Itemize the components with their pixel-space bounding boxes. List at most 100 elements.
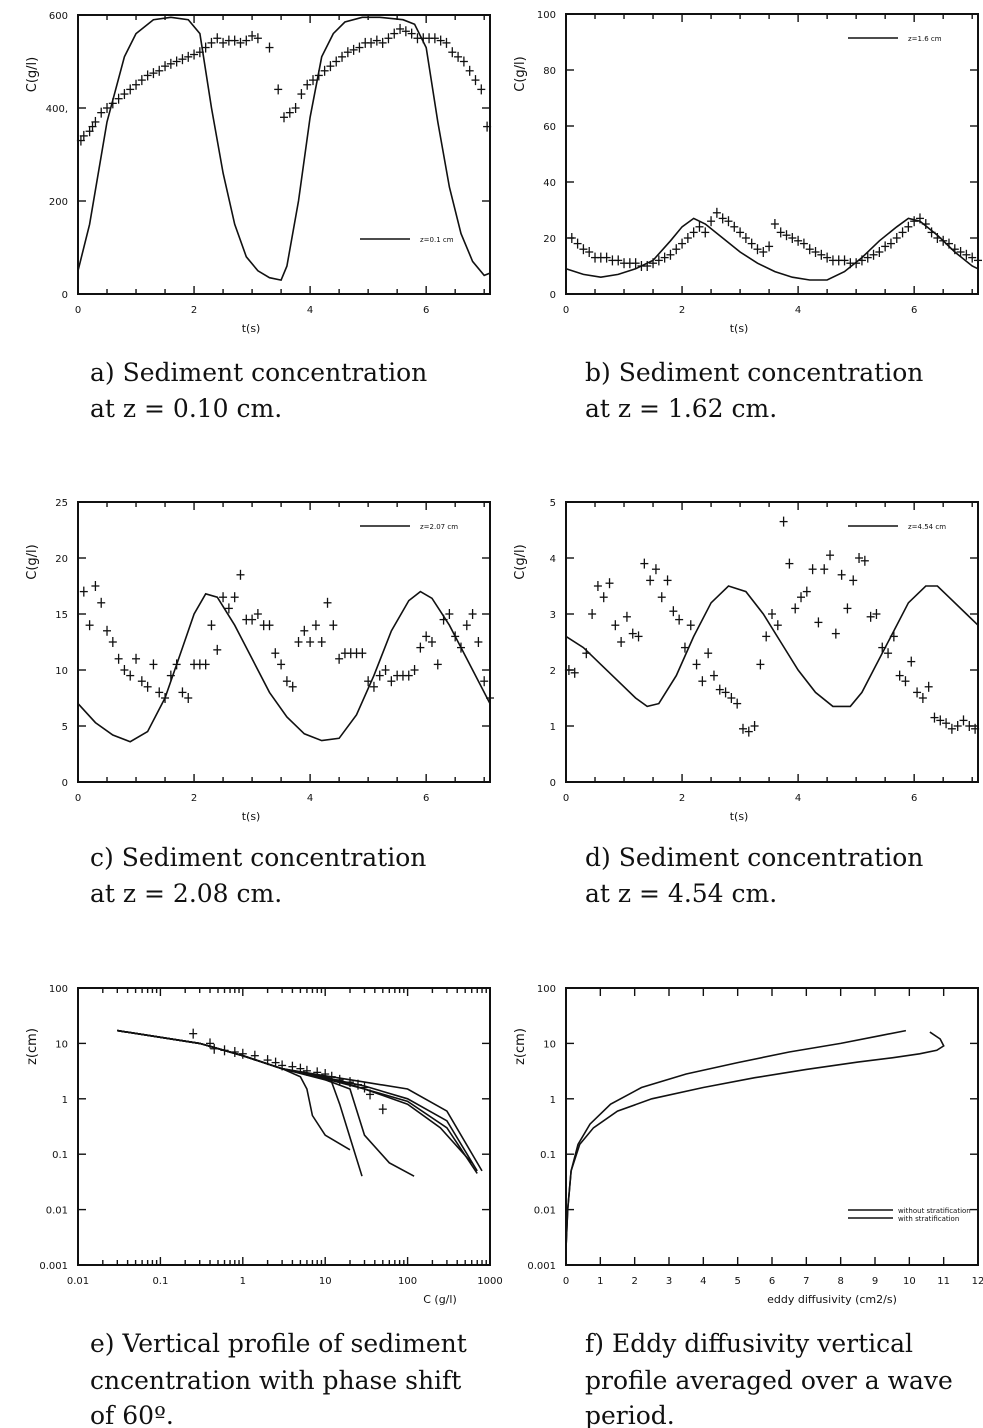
data-point: [727, 693, 736, 703]
data-point: [701, 227, 710, 238]
data-point: [327, 1071, 336, 1082]
data-point: [936, 715, 945, 726]
data-point: [736, 227, 745, 238]
caption-a-line1: a) Sediment concentration: [90, 358, 427, 387]
data-point: [407, 28, 416, 39]
y-tick-label: 0: [62, 290, 68, 301]
data-point: [805, 244, 814, 255]
data-point: [599, 592, 608, 603]
y-axis-title: C(g/l): [513, 544, 528, 579]
data-point: [468, 609, 477, 619]
caption-d-line1: d) Sediment concentration: [585, 843, 923, 872]
data-point: [210, 1043, 219, 1054]
x-tick-label: 1: [597, 1276, 603, 1287]
data-point: [646, 575, 655, 586]
x-axis-title: eddy diffusivity (cm2/s): [767, 1293, 897, 1306]
data-point: [306, 637, 315, 647]
series-line-e-3: [117, 1029, 473, 1164]
data-point: [274, 84, 283, 95]
data-point: [372, 35, 381, 46]
y-tick-label: 0: [62, 778, 68, 789]
data-point: [303, 79, 312, 90]
data-point: [381, 665, 390, 675]
x-tick-label: 4: [307, 305, 313, 316]
data-point: [172, 659, 181, 670]
data-point: [454, 51, 463, 62]
x-axis-title: t(s): [730, 810, 749, 823]
data-point: [921, 219, 930, 229]
data-point: [698, 676, 707, 687]
data-point: [640, 558, 649, 569]
data-point: [132, 653, 141, 664]
data-point: [768, 609, 776, 619]
data-point: [346, 1077, 355, 1088]
data-point: [436, 35, 445, 46]
panel-e: 0.01 0.1 1 10 100 1000 0.001 0.01 0.1 1 10 100 z(cm)…: [25, 984, 503, 1306]
data-point: [765, 241, 774, 252]
data-point: [886, 238, 895, 249]
data-point: [712, 207, 721, 218]
data-point: [820, 564, 829, 575]
data-point: [459, 56, 468, 67]
panel-c: 0 2 4 6 0 5 10 15 20 25 C(g/l) t(s) z=2.07 cm: [25, 498, 494, 823]
y-tick-label: 0: [550, 290, 556, 301]
data-point: [184, 51, 193, 62]
data-point: [605, 578, 614, 589]
data-point: [103, 103, 112, 113]
data-point: [477, 84, 486, 95]
caption-a-line2: at z = 0.10 cm.: [90, 394, 282, 423]
data-point: [895, 670, 904, 681]
data-point: [628, 628, 637, 639]
data-point: [962, 249, 971, 260]
y-tick-label: 100: [537, 984, 556, 995]
data-point: [904, 221, 913, 232]
data-point: [863, 252, 872, 263]
data-point: [126, 670, 135, 681]
caption-c-line2: at z = 2.08 cm.: [90, 879, 282, 908]
data-point: [570, 667, 579, 678]
data-point: [770, 219, 779, 229]
caption-f-line3: period.: [585, 1401, 675, 1428]
data-point: [852, 258, 861, 269]
x-tick-label: 0: [75, 793, 81, 804]
data-point: [678, 238, 687, 249]
data-point: [811, 247, 820, 257]
data-point: [823, 252, 832, 263]
series-line-f-1: [565, 1029, 907, 1249]
y-axis-title: z(cm): [513, 1028, 528, 1065]
data-point: [91, 581, 100, 591]
x-tick-label: 4: [795, 305, 801, 316]
data-point: [791, 603, 800, 614]
y-axis-title: C(g/l): [25, 57, 40, 92]
x-tick-label: 9: [872, 1276, 878, 1287]
caption-c-line1: c) Sediment concentration: [90, 843, 426, 872]
data-point: [335, 1074, 344, 1085]
x-tick-label: 12: [972, 1276, 983, 1287]
data-point: [930, 712, 939, 723]
data-point: [840, 255, 849, 266]
caption-e-line1: e) Vertical profile of sediment: [90, 1329, 467, 1358]
data-point: [971, 723, 980, 734]
data-point: [959, 715, 968, 726]
y-axis-title: C(g/l): [25, 544, 40, 579]
data-point: [855, 553, 864, 563]
x-tick-label: 3: [666, 1276, 672, 1287]
data-point: [857, 255, 866, 266]
x-tick-label: 1: [240, 1276, 246, 1287]
data-point: [689, 227, 698, 238]
y-tick-label: 10: [55, 666, 68, 677]
data-point: [794, 235, 803, 246]
data-point: [915, 213, 924, 224]
data-point: [860, 555, 869, 566]
data-point: [427, 637, 436, 647]
data-point: [933, 233, 942, 243]
y-tick-label: 20: [543, 234, 556, 245]
data-point: [166, 58, 175, 69]
data-point: [759, 247, 768, 257]
data-point: [709, 670, 718, 681]
data-point: [384, 33, 393, 44]
data-point: [782, 230, 791, 241]
data-point: [657, 592, 666, 603]
